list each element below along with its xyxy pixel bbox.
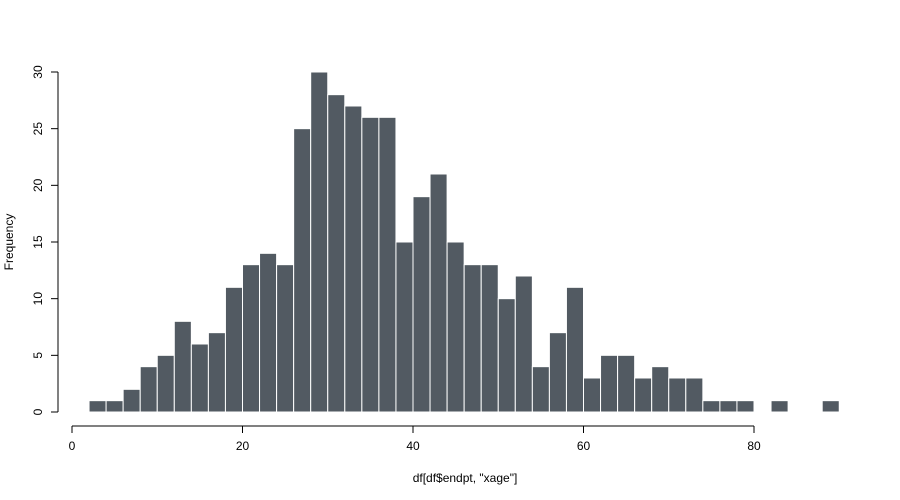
x-tick-label: 20 bbox=[236, 439, 250, 453]
histogram-bar bbox=[480, 264, 499, 413]
histogram-bars bbox=[88, 71, 840, 413]
x-axis: 0 20 40 60 80 bbox=[69, 425, 761, 453]
y-tick-label: 30 bbox=[31, 65, 45, 79]
histogram-bar bbox=[378, 116, 397, 413]
histogram-bar bbox=[600, 354, 619, 413]
histogram-bar bbox=[412, 196, 431, 413]
histogram-bar bbox=[463, 264, 482, 413]
histogram-bar bbox=[668, 377, 687, 413]
histogram-bar bbox=[344, 105, 363, 413]
histogram-bar bbox=[651, 366, 670, 413]
histogram-bar bbox=[617, 354, 636, 413]
histogram-bar bbox=[497, 298, 516, 413]
histogram-bar bbox=[259, 252, 278, 413]
histogram-bar bbox=[395, 241, 414, 413]
y-tick-label: 0 bbox=[31, 408, 45, 415]
histogram-bar bbox=[531, 366, 550, 413]
histogram-bar bbox=[190, 343, 209, 413]
histogram-bar bbox=[156, 354, 175, 413]
x-tick-label: 0 bbox=[69, 439, 76, 453]
histogram-bar bbox=[429, 173, 448, 413]
x-tick-label: 80 bbox=[747, 439, 761, 453]
histogram-bar bbox=[685, 377, 704, 413]
histogram-bar bbox=[634, 377, 653, 413]
histogram-bar bbox=[361, 116, 380, 413]
histogram-bar bbox=[122, 388, 141, 413]
y-axis: 0 5 10 15 20 25 30 bbox=[31, 65, 59, 415]
histogram-bar bbox=[139, 366, 158, 413]
histogram-bar bbox=[583, 377, 602, 413]
histogram-bar bbox=[224, 286, 243, 413]
y-tick-label: 20 bbox=[31, 178, 45, 192]
histogram-bar bbox=[207, 332, 226, 413]
histogram-bar bbox=[173, 320, 192, 413]
histogram-bar bbox=[105, 400, 124, 413]
y-tick-label: 25 bbox=[31, 122, 45, 136]
x-axis-label: df[df$endpt, "xage"] bbox=[413, 471, 518, 485]
histogram-bar bbox=[821, 400, 840, 413]
histogram-bar bbox=[276, 264, 295, 413]
y-tick-label: 15 bbox=[31, 235, 45, 249]
x-tick-label: 40 bbox=[406, 439, 420, 453]
histogram-bar bbox=[310, 71, 329, 413]
histogram-bar bbox=[770, 400, 789, 413]
histogram-bar bbox=[446, 241, 465, 413]
histogram-bar bbox=[514, 275, 533, 413]
histogram-bar bbox=[702, 400, 721, 413]
histogram-bar bbox=[327, 94, 346, 413]
histogram-bar bbox=[293, 128, 312, 413]
y-tick-label: 5 bbox=[31, 352, 45, 359]
histogram-bar bbox=[88, 400, 107, 413]
x-tick-label: 60 bbox=[577, 439, 591, 453]
y-tick-label: 10 bbox=[31, 292, 45, 306]
y-axis-label: Frequency bbox=[2, 214, 16, 271]
histogram-bar bbox=[736, 400, 755, 413]
histogram-bar bbox=[548, 332, 567, 413]
histogram-bar bbox=[719, 400, 738, 413]
histogram-bar bbox=[565, 286, 585, 413]
histogram-bar bbox=[242, 264, 261, 413]
